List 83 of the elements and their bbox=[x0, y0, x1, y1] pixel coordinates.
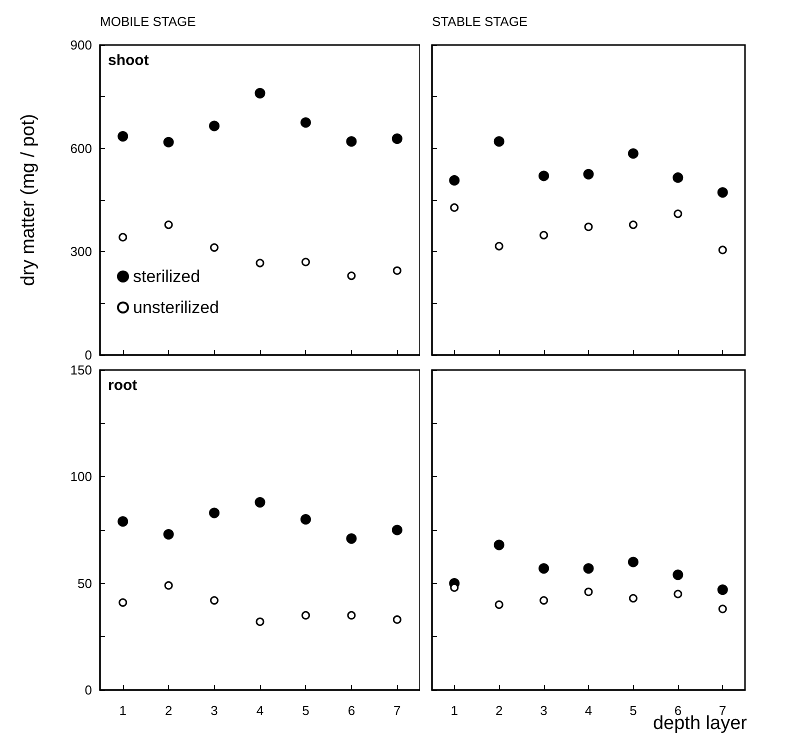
point bbox=[118, 516, 128, 527]
point bbox=[118, 232, 128, 242]
point bbox=[209, 508, 220, 518]
point bbox=[256, 617, 264, 626]
x-tick-label: 6 bbox=[348, 703, 356, 718]
point bbox=[254, 497, 266, 508]
x-tick-label: 6 bbox=[674, 703, 682, 718]
point bbox=[450, 203, 459, 212]
x-tick-label: 4 bbox=[584, 703, 592, 718]
point bbox=[540, 230, 548, 240]
point bbox=[392, 266, 402, 275]
annotation: root bbox=[108, 377, 138, 394]
point bbox=[718, 246, 727, 254]
x-tick-label: 1 bbox=[450, 703, 458, 718]
x-tick-label: 3 bbox=[210, 703, 218, 718]
x-tick-label: 2 bbox=[164, 703, 172, 718]
y-tick-label: 900 bbox=[70, 38, 92, 52]
point bbox=[210, 596, 219, 605]
x-tick-label: 1 bbox=[119, 703, 126, 718]
point bbox=[118, 598, 128, 607]
point bbox=[672, 172, 684, 183]
point bbox=[718, 604, 727, 614]
x-tick-label: 5 bbox=[302, 703, 310, 718]
point bbox=[717, 584, 728, 595]
point bbox=[674, 590, 682, 598]
point bbox=[209, 120, 220, 132]
point bbox=[301, 611, 310, 620]
point bbox=[628, 594, 638, 603]
point bbox=[628, 220, 638, 230]
point bbox=[584, 588, 593, 596]
point bbox=[392, 615, 402, 624]
point bbox=[494, 540, 504, 550]
x-tick-label: 3 bbox=[540, 703, 548, 718]
point bbox=[392, 133, 402, 144]
point bbox=[346, 136, 357, 147]
y-tick-label: 100 bbox=[70, 469, 92, 484]
point bbox=[584, 222, 593, 232]
x-tick-label: 5 bbox=[630, 703, 637, 718]
point bbox=[494, 242, 504, 250]
point bbox=[392, 524, 402, 536]
point bbox=[256, 258, 264, 268]
point bbox=[538, 563, 550, 574]
point bbox=[494, 136, 504, 147]
point bbox=[538, 170, 550, 182]
y-tick-label: 300 bbox=[70, 244, 92, 260]
point bbox=[347, 611, 356, 620]
point bbox=[164, 220, 173, 230]
y-tick-label: 0 bbox=[84, 348, 92, 362]
point bbox=[118, 131, 128, 142]
point bbox=[163, 136, 174, 148]
y-axis-title: dry matter (mg / pot) bbox=[18, 114, 39, 286]
x-tick-label: 7 bbox=[394, 703, 401, 718]
point bbox=[300, 117, 311, 128]
point bbox=[583, 168, 594, 180]
point bbox=[346, 533, 357, 544]
legend-label: sterilized bbox=[133, 267, 200, 286]
point bbox=[674, 210, 682, 218]
chart-title: MOBILE STAGE bbox=[100, 14, 196, 29]
point bbox=[301, 258, 310, 266]
point bbox=[254, 88, 266, 98]
point bbox=[540, 596, 548, 605]
point bbox=[628, 556, 638, 568]
y-tick-label: 0 bbox=[84, 682, 92, 698]
point bbox=[164, 581, 173, 590]
point bbox=[300, 514, 311, 525]
legend-label: unsterilized bbox=[133, 298, 219, 317]
chart-title: STABLE STAGE bbox=[432, 14, 528, 29]
point bbox=[449, 175, 460, 186]
y-tick-label: 600 bbox=[70, 140, 92, 156]
x-tick-label: 2 bbox=[495, 703, 503, 718]
y-tick-label: 150 bbox=[70, 362, 92, 378]
annotation: shoot bbox=[108, 52, 149, 69]
x-tick-label: 4 bbox=[256, 703, 264, 718]
point bbox=[347, 272, 356, 280]
point bbox=[163, 529, 174, 540]
point bbox=[628, 148, 638, 159]
point bbox=[672, 570, 684, 580]
point bbox=[717, 187, 728, 198]
y-tick-label: 50 bbox=[78, 576, 92, 591]
point bbox=[210, 243, 219, 252]
point bbox=[583, 563, 594, 574]
x-tick-label: 7 bbox=[719, 703, 726, 718]
point bbox=[494, 600, 504, 609]
